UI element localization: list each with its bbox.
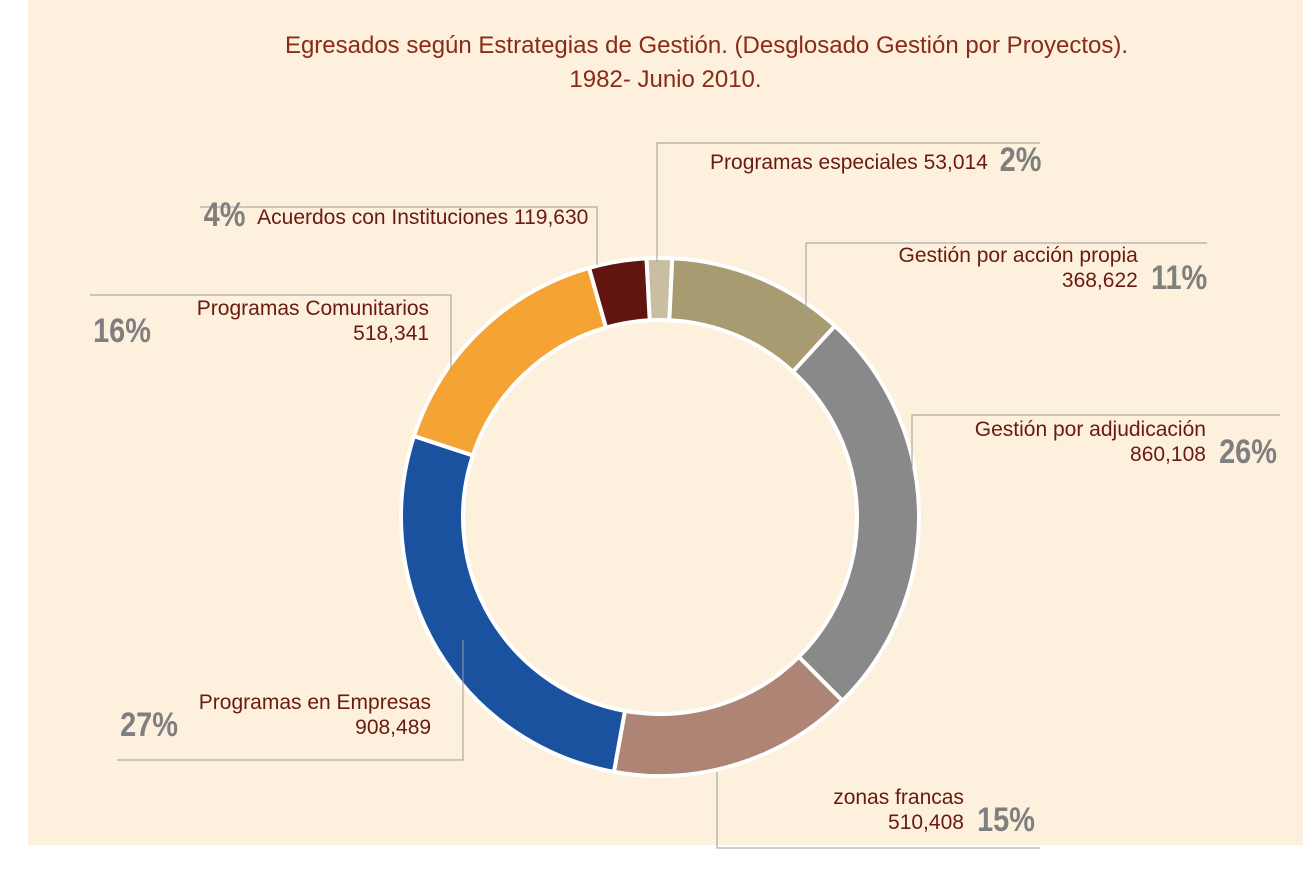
value-label: 908,489 (355, 716, 432, 739)
share-label: 11% (1150, 259, 1208, 297)
share-label: 26% (1219, 433, 1277, 471)
donut-slice (611, 653, 846, 778)
label-text: Programas Comunitarios 518,341 (164, 296, 429, 346)
slice-label: 27% Programas en Empresas 908,489 (115, 690, 431, 744)
category-label: Gestión por adjudicación (974, 418, 1206, 441)
slice-label: Gestión por adjudicación 860,108 26% (946, 417, 1282, 471)
leader-line (805, 242, 1207, 320)
leader-line (90, 294, 452, 370)
slice-label: zonas francas 510,408 15% (789, 785, 1040, 839)
label-text: Acuerdos con Instituciones 119,630 (257, 205, 597, 230)
category-label: zonas francas (833, 786, 964, 809)
donut-slice (790, 323, 921, 704)
label-text: zonas francas 510,408 (789, 785, 964, 835)
label-text: Programas en Empresas 908,489 (191, 690, 431, 740)
slice-label: Gestión por acción propia 368,622 11% (898, 243, 1212, 297)
category-label: Acuerdos con Instituciones (257, 206, 509, 229)
share-label: 15% (977, 801, 1035, 839)
label-text: Gestión por adjudicación 860,108 (946, 417, 1206, 467)
chart-subtitle: 1982- Junio 2010. (569, 66, 762, 93)
value-label: 518,341 (353, 322, 430, 345)
slice-label: Programas especiales 53,014 2% (708, 141, 1045, 179)
value-label: 510,408 (888, 811, 964, 834)
background (28, 0, 1303, 845)
donut-slice (399, 433, 628, 775)
donut-slice (586, 256, 652, 331)
value-label: 368,622 (1061, 269, 1138, 292)
share-label: 27% (120, 706, 178, 744)
leader-line (200, 206, 598, 265)
leader-line (656, 142, 1040, 262)
value-label: 860,108 (1130, 443, 1206, 466)
donut-slice (411, 265, 609, 458)
label-text: Programas especiales 53,014 (708, 150, 988, 175)
leader-line (716, 772, 1040, 849)
category-label: Programas en Empresas (198, 691, 432, 714)
leader-line (117, 640, 464, 761)
share-label: 2% (999, 141, 1042, 179)
category-label: Gestión por acción propia (898, 244, 1138, 267)
leader-line (911, 414, 1280, 470)
share-label: 4% (203, 196, 246, 234)
share-label: 16% (93, 312, 151, 350)
value-label: 53,014 (923, 151, 988, 174)
value-label: 119,630 (513, 206, 589, 229)
category-label: Programas Comunitarios (196, 297, 430, 320)
category-label: Programas especiales (710, 151, 918, 174)
chart-title: Egresados según Estrategias de Gestión. … (284, 32, 1129, 59)
slice-label: 16% Programas Comunitarios 518,341 (88, 296, 429, 350)
label-text: Gestión por acción propia 368,622 (898, 243, 1138, 293)
slice-label: 4% Acuerdos con Instituciones 119,630 (200, 196, 597, 234)
